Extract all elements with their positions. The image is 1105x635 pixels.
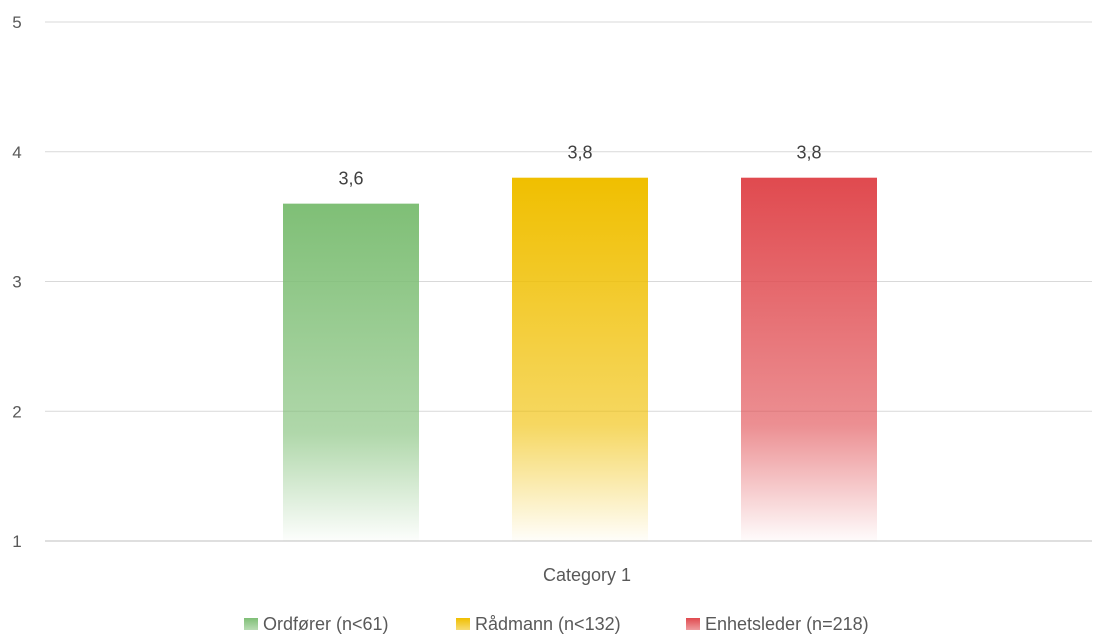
bar-3 bbox=[741, 177, 877, 541]
legend: Ordfører (n<61) Rådmann (n<132) Enhetslede… bbox=[244, 614, 869, 634]
y-axis-ticks: 1 2 3 4 5 bbox=[12, 13, 21, 551]
y-tick-label: 1 bbox=[12, 532, 21, 551]
bar-2 bbox=[512, 177, 648, 541]
data-labels: 3,6 3,8 3,8 bbox=[338, 143, 821, 189]
legend-swatch bbox=[456, 618, 470, 630]
y-tick-label: 5 bbox=[12, 13, 21, 32]
bar-1 bbox=[283, 203, 419, 541]
legend-swatch bbox=[686, 618, 700, 630]
bars bbox=[283, 177, 877, 541]
data-label: 3,6 bbox=[338, 169, 363, 189]
legend-label: Enhetsleder (n=218) bbox=[705, 614, 869, 634]
y-tick-label: 4 bbox=[12, 143, 21, 162]
legend-swatch bbox=[244, 618, 258, 630]
legend-label: Ordfører (n<61) bbox=[263, 614, 389, 634]
data-label: 3,8 bbox=[567, 143, 592, 163]
legend-label: Rådmann (n<132) bbox=[475, 614, 621, 634]
x-axis-categories: Category 1 bbox=[543, 565, 631, 585]
y-tick-label: 2 bbox=[12, 402, 21, 421]
y-tick-label: 3 bbox=[12, 273, 21, 292]
data-label: 3,8 bbox=[796, 143, 821, 163]
category-label: Category 1 bbox=[543, 565, 631, 585]
